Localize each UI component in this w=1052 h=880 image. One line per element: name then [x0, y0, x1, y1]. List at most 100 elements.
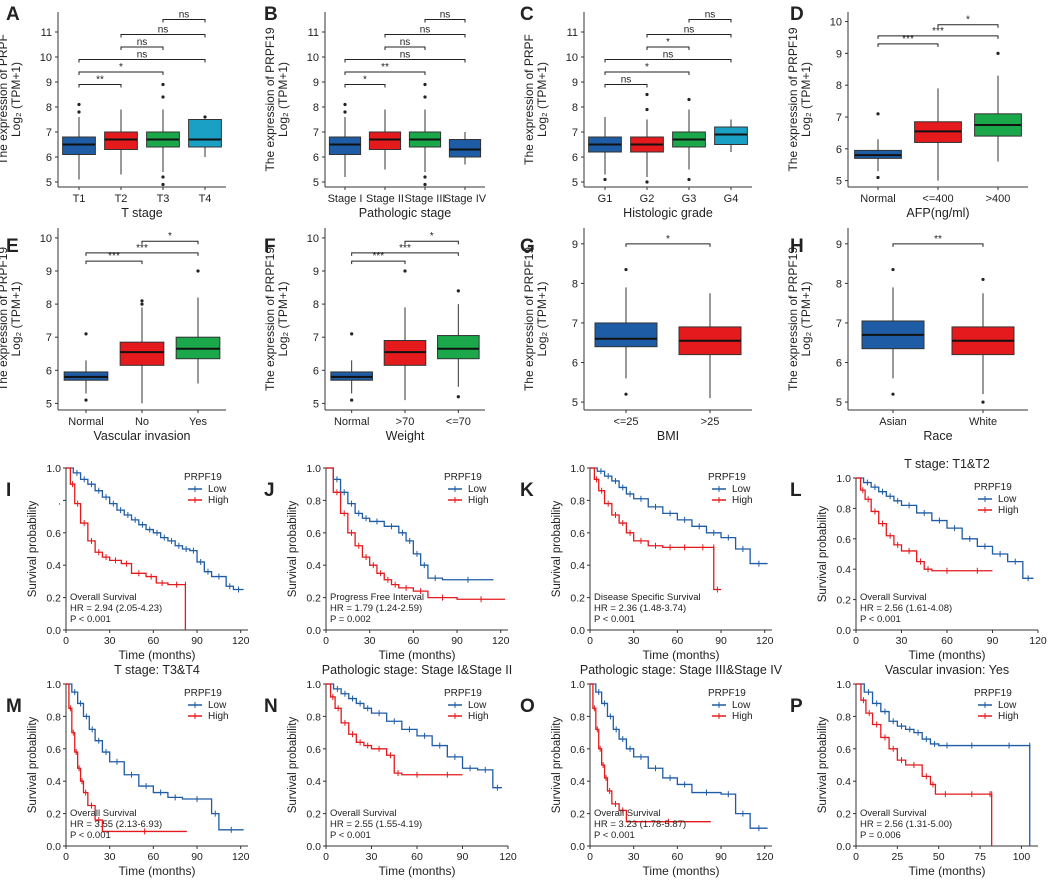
legend-label: Low	[998, 700, 1017, 711]
legend-label: High	[998, 711, 1019, 722]
y-tick-label: 0.0	[836, 841, 851, 853]
x-tick-label: 0	[587, 851, 593, 863]
low-curve	[326, 467, 494, 583]
y-axis-label: The expression of PRPF19	[263, 27, 277, 171]
y-tick-label: 1.0	[306, 679, 321, 691]
low-curve	[856, 477, 1034, 582]
outlier-point	[981, 400, 985, 404]
significance-bracket: ns	[78, 50, 206, 63]
bracket-label: **	[96, 75, 104, 86]
bracket-label: *	[645, 62, 649, 73]
bracket-label: *	[966, 15, 970, 26]
panel-d: D 5 6 7 8 9 10 Normal <=400 >400 AFP(ng/ml) The exp…	[786, 4, 1028, 220]
y-tick-label: 0.2	[46, 809, 61, 821]
x-tick-label: 90	[715, 635, 727, 647]
outlier-point	[423, 82, 427, 87]
y-tick-label: 7	[836, 112, 842, 124]
x-tick-label: 0	[853, 851, 859, 863]
bracket-label: ns	[400, 37, 411, 48]
panel-title: Pathologic stage: Stage I&Stage II	[322, 663, 512, 677]
significance-bracket: ***	[877, 34, 939, 47]
panel-letter: F	[264, 236, 276, 257]
stat-line: HR = 3.55 (2.13-6.93)	[70, 819, 162, 830]
bracket-label: *	[666, 234, 670, 245]
legend-label: Low	[208, 484, 227, 495]
bracket-label: ns	[663, 50, 674, 61]
panel-letter: D	[790, 4, 804, 25]
y-tick-label: 10	[40, 233, 52, 245]
low-curve-line	[856, 683, 1031, 846]
bracket-line	[85, 252, 199, 256]
y-tick-label: 5	[836, 397, 842, 409]
stat-line: P < 0.001	[594, 830, 635, 841]
box-body	[62, 136, 96, 155]
bracket-line	[351, 260, 406, 265]
outlier-point	[876, 175, 880, 180]
y-tick-label: 0.4	[570, 776, 585, 788]
y-tick-label: 0.0	[46, 841, 61, 853]
bracket-label: ***	[372, 251, 384, 262]
x-axis-label: Race	[923, 429, 952, 443]
legend-label: High	[468, 495, 489, 506]
panel-letter: E	[6, 236, 19, 257]
y-axis-label: The expression of PRPF19	[522, 247, 536, 391]
outlier-point	[84, 332, 88, 336]
x-tick-label: 0	[323, 635, 329, 647]
high-curve-line	[590, 467, 722, 591]
stat-line: Overall Survival	[330, 808, 397, 819]
x-axis-label: T stage	[121, 206, 163, 220]
x-tick-label: Stage I	[328, 193, 363, 205]
bracket-label: *	[119, 62, 123, 73]
panel-g: G 5 6 7 8 9 <=25 >25 BMI The expression of PRPF19…	[520, 228, 752, 443]
x-tick-label: 0	[587, 635, 593, 647]
y-axis-label: Survival probability	[551, 716, 563, 813]
y-axis-label: The expression of PRPF19	[786, 27, 800, 171]
panel-h: H 5 6 7 8 9 Asian White Race The expression of PR…	[786, 228, 1028, 443]
panel-title: T stage: T1&T2	[904, 457, 990, 471]
y-tick-label: 8	[46, 102, 52, 114]
high-curve	[326, 467, 506, 603]
y-tick-label: 7	[572, 127, 578, 139]
outlier-point	[350, 332, 354, 336]
significance-bracket: **	[892, 234, 984, 247]
bracket-label: ns	[705, 10, 716, 21]
y-tick-label: 9	[46, 77, 52, 89]
box-no	[119, 299, 165, 404]
x-tick-label: 75	[974, 851, 986, 863]
box--400	[974, 51, 1022, 162]
significance-bracket: *	[344, 75, 386, 88]
y-tick-label: 0.6	[836, 744, 851, 756]
bracket-line	[351, 252, 459, 256]
x-tick-label: >70	[396, 416, 415, 428]
low-curve	[66, 467, 244, 593]
stat-line: P < 0.001	[860, 614, 901, 625]
high-curve	[66, 683, 187, 835]
box-t4	[188, 115, 222, 157]
panel-letter: P	[790, 696, 803, 717]
y-axis-unit: Log₂ (TPM+1)	[799, 62, 813, 137]
y-tick-label: 0.6	[570, 744, 585, 756]
stat-line: HR = 1.79 (1.24-2.59)	[330, 603, 422, 614]
x-tick-label: 60	[408, 635, 420, 647]
x-axis-label: Time (months)	[643, 648, 720, 662]
panel-letter: B	[264, 4, 278, 25]
y-tick-label: 0.6	[46, 528, 61, 540]
box--25	[594, 267, 658, 396]
outlier-point	[77, 102, 81, 107]
legend-title: PRPF19	[184, 688, 222, 699]
y-axis-label: Survival probability	[287, 716, 299, 813]
box-body	[594, 322, 658, 348]
outlier-point	[645, 180, 649, 184]
high-curve	[590, 683, 711, 825]
legend-title: PRPF19	[708, 472, 746, 483]
bracket-line	[604, 59, 732, 63]
y-axis-label: The expression of PRPF19	[0, 247, 10, 391]
outlier-point	[203, 115, 207, 119]
x-tick-label: 60	[148, 851, 160, 863]
y-axis-label: The expression of PRPF	[522, 34, 536, 165]
panel-j: J 0.0 0.2 0.4 0.6 0.8 1.0 0 30 60 90 120 Time (month…	[264, 463, 510, 662]
